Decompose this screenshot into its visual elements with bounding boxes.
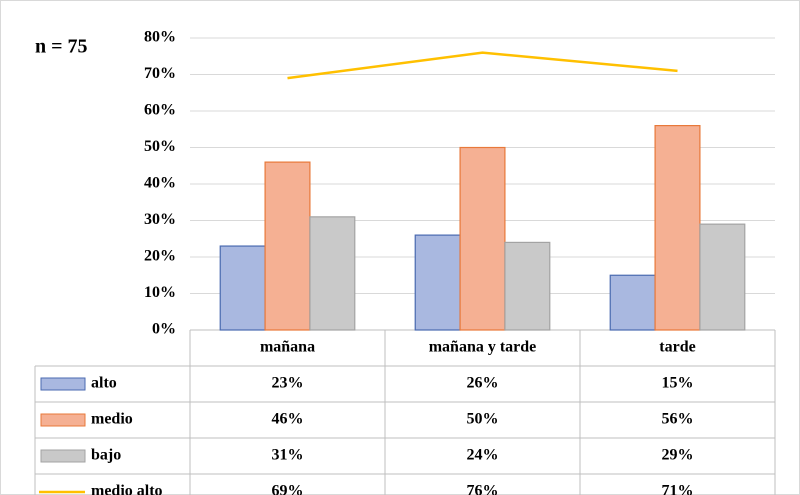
table-value: 15% [662, 375, 694, 392]
y-tick-label: 50% [144, 138, 176, 155]
legend-label: alto [91, 375, 117, 392]
y-tick-label: 0% [152, 321, 176, 338]
y-tick-label: 10% [144, 284, 176, 301]
bar [264, 161, 311, 331]
legend-marker [40, 413, 86, 427]
x-tick-label: mañana [260, 339, 315, 356]
bar [219, 245, 266, 331]
table-value: 56% [662, 411, 694, 428]
legend-label: medio [91, 411, 133, 428]
table-value: 50% [467, 411, 499, 428]
legend-marker [40, 377, 86, 391]
table-value: 69% [272, 483, 304, 495]
legend-label: medio alto [91, 483, 163, 495]
table-value: 23% [272, 375, 304, 392]
bar [609, 274, 656, 331]
legend-marker [40, 449, 86, 463]
table-value: 71% [662, 483, 694, 495]
annotation: n = 75 [35, 36, 88, 58]
bar [459, 146, 506, 331]
table-value: 76% [467, 483, 499, 495]
y-tick-label: 60% [144, 102, 176, 119]
y-tick-label: 30% [144, 211, 176, 228]
y-tick-label: 20% [144, 248, 176, 265]
y-tick-label: 70% [144, 65, 176, 82]
bar [504, 241, 551, 331]
x-tick-label: mañana y tarde [429, 339, 537, 356]
table-value: 24% [467, 447, 499, 464]
table-value: 46% [272, 411, 304, 428]
bar [414, 234, 461, 331]
bar [699, 223, 746, 331]
x-tick-label: tarde [659, 339, 695, 356]
legend-label: bajo [91, 447, 121, 464]
y-tick-label: 80% [144, 29, 176, 46]
line-series [287, 51, 678, 80]
table-value: 29% [662, 447, 694, 464]
bar [654, 124, 701, 331]
table-value: 31% [272, 447, 304, 464]
bar [309, 216, 356, 331]
table-value: 26% [467, 375, 499, 392]
y-tick-label: 40% [144, 175, 176, 192]
